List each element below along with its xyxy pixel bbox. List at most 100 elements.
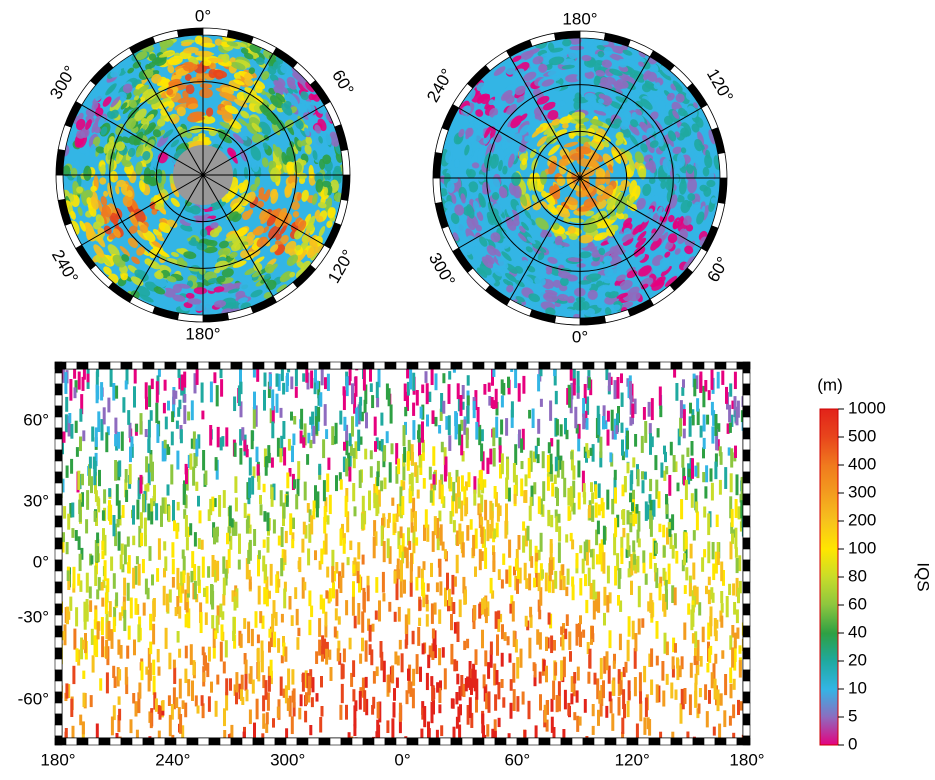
terrain-streak [731,509,734,527]
terrain-streak [114,434,117,446]
terrain-streak [359,402,362,420]
terrain-streak [101,541,104,551]
terrain-streak [658,524,661,532]
terrain-streak [213,560,216,570]
terrain-streak [108,500,111,521]
terrain-streak [290,412,293,421]
frame-segment [209,738,220,745]
terrain-streak [186,602,189,613]
terrain-streak [150,511,153,525]
terrain-streak [171,542,174,557]
terrain-streak [327,458,330,470]
terrain-streak [138,683,141,699]
terrain-streak [287,669,290,691]
terrain-streak [653,500,656,517]
terrain-streak [630,470,633,484]
terrain-streak [417,490,420,499]
terrain-streak [355,376,358,397]
terrain-streak [685,567,688,580]
terrain-streak [256,699,259,720]
frame-segment [451,362,462,369]
terrain-streak [632,621,635,640]
terrain-streak [442,373,445,383]
terrain-streak [473,490,476,506]
terrain-streak [627,701,630,717]
terrain-streak [318,640,321,656]
terrain-streak [592,704,595,716]
terrain-streak [537,374,540,391]
terrain-streak [268,641,271,652]
terrain-streak [703,507,706,518]
polar-label: 240° [423,66,457,106]
terrain-streak [732,583,735,595]
terrain-streak [255,611,258,628]
frame-segment [154,738,165,745]
frame-segment [539,362,550,369]
terrain-streak [308,620,311,635]
terrain-streak [256,447,259,462]
terrain-streak [696,511,699,530]
terrain-streak [133,640,136,656]
terrain-streak [191,551,194,568]
terrain-streak [547,455,550,472]
terrain-streak [591,492,594,503]
terrain-streak [155,403,158,423]
terrain-streak [164,556,167,570]
terrain-streak [370,466,373,477]
terrain-streak [705,586,708,594]
terrain-streak [195,695,198,706]
terrain-streak [323,480,326,501]
terrain-streak [343,386,346,395]
terrain-streak [650,516,653,537]
terrain-streak [425,509,428,527]
terrain-streak [153,676,156,695]
terrain-streak [493,448,496,467]
terrain-streak [114,676,117,688]
terrain-streak [658,491,661,508]
terrain-streak [547,510,550,526]
terrain-streak [551,483,554,497]
terrain-streak [686,448,689,457]
terrain-streak [577,667,580,681]
terrain-streak [573,672,576,683]
terrain-streak [145,382,148,398]
frame-segment [55,582,62,593]
terrain-streak [257,464,260,475]
terrain-streak [711,672,714,688]
terrain-streak [208,647,211,662]
terrain-streak [571,540,574,550]
terrain-streak [481,630,484,649]
terrain-streak [113,573,116,589]
terrain-streak [512,663,515,683]
terrain-streak [403,425,406,446]
terrain-streak [280,558,283,576]
terrain-streak [644,421,647,443]
frame-segment [704,738,715,745]
frame-segment [308,362,319,369]
terrain-streak [66,607,69,625]
terrain-streak [361,611,364,632]
frame-segment [517,738,528,745]
terrain-streak [525,616,528,627]
terrain-streak [484,548,487,569]
terrain-streak [94,511,97,522]
terrain-streak [729,668,732,684]
frame-segment [319,738,330,745]
terrain-streak [374,441,377,452]
terrain-streak [404,384,407,402]
terrain-streak [199,510,202,523]
terrain-streak [288,439,291,451]
terrain-streak [220,437,223,450]
terrain-streak [79,715,82,726]
frame-segment [418,362,429,369]
terrain-streak [621,393,624,407]
terrain-streak [251,629,254,646]
terrain-streak [327,374,330,391]
terrain-streak [302,674,305,682]
terrain-streak [380,413,383,426]
terrain-streak [75,607,78,626]
frame-segment [132,362,143,369]
frame-segment [187,362,198,369]
terrain-streak [724,467,727,489]
terrain-streak [627,463,630,474]
